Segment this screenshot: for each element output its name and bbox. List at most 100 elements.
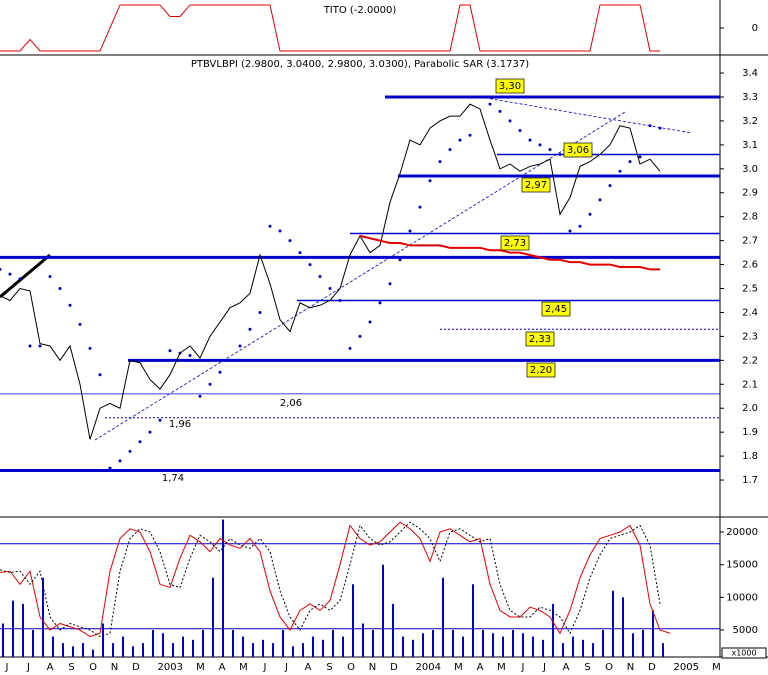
sar-dot: [298, 251, 302, 255]
x-tick-label: A: [477, 662, 484, 673]
sar-dot: [568, 229, 572, 233]
sar-dot: [498, 109, 502, 113]
y-tick-label: 5000: [733, 625, 758, 636]
volume-bar: [562, 643, 564, 657]
panel-title: TITO (-2.0000): [323, 5, 397, 16]
x-tick-label: J: [263, 662, 267, 673]
x-tick-label: N: [111, 662, 118, 673]
x-tick-label: A: [563, 662, 570, 673]
y-tick-label: 3.2: [742, 116, 758, 127]
x-tick-label: M: [239, 662, 248, 673]
sar-dot: [128, 449, 132, 453]
sar-dot: [78, 322, 82, 326]
sar-dot: [158, 418, 162, 422]
volume-bar: [662, 643, 664, 657]
sar-dot: [378, 301, 382, 305]
unit-box: [721, 647, 767, 659]
sar-dot: [528, 138, 532, 142]
volume-bar: [172, 643, 174, 657]
sar-dot: [138, 440, 142, 444]
volume-bar: [132, 646, 134, 657]
level-label: 1,74: [162, 473, 184, 484]
volume-bar: [372, 630, 374, 657]
sar-dot: [358, 334, 362, 338]
y-tick-label: 1.9: [742, 427, 758, 438]
sar-dot: [228, 358, 232, 362]
panel-title: PTBVLBPI (2.9800, 3.0400, 2.9800, 3.0300…: [191, 59, 529, 70]
volume-bar: [392, 603, 394, 657]
y-tick-label: 10000: [726, 592, 758, 603]
y-tick-label: 2.1: [742, 379, 758, 390]
volume-bar: [472, 584, 474, 657]
volume-bar: [242, 636, 244, 657]
sar-dot: [198, 394, 202, 398]
volume-bar: [62, 643, 64, 657]
level-label: 2,73: [504, 238, 526, 249]
x-tick-label: 2005: [674, 662, 699, 673]
volume-bar: [42, 577, 44, 657]
data-line: [0, 4, 660, 52]
level-label-box: [500, 235, 530, 251]
x-tick-label: J: [26, 662, 30, 673]
drawn-line: [0, 253, 51, 299]
x-tick-label: M: [196, 662, 205, 673]
y-tick-label: 20000: [726, 527, 758, 538]
x-tick-label: J: [5, 662, 9, 673]
y-tick-label: 2.3: [742, 331, 758, 342]
volume-bar: [252, 643, 254, 657]
volume-bar: [182, 636, 184, 657]
volume-bar: [312, 636, 314, 657]
volume-bar: [342, 636, 344, 657]
x-tick-label: M: [454, 662, 463, 673]
sar-dot: [68, 303, 72, 307]
sar-dot: [98, 373, 102, 377]
volume-bar: [512, 630, 514, 657]
sar-dot: [168, 349, 172, 353]
y-tick-label: 3.0: [742, 164, 758, 175]
sar-dot: [598, 198, 602, 202]
y-tick-label: 3.3: [742, 92, 758, 103]
volume-bar: [522, 633, 524, 657]
sar-dot: [538, 143, 542, 147]
sar-dot: [488, 102, 492, 106]
x-tick-label: N: [627, 662, 634, 673]
volume-bar: [412, 639, 414, 657]
volume-bar: [22, 603, 24, 657]
sar-dot: [338, 298, 342, 302]
volume-bar: [102, 623, 104, 657]
level-label: 2,20: [530, 365, 552, 376]
y-tick-label: 2.4: [742, 307, 758, 318]
volume-bar: [222, 519, 224, 657]
x-tick-label: 2003: [158, 662, 183, 673]
volume-bar: [632, 633, 634, 657]
x-tick-label: N: [369, 662, 376, 673]
volume-bar: [422, 633, 424, 657]
level-label-box: [495, 78, 525, 94]
volume-bar: [332, 630, 334, 657]
sar-dot: [248, 327, 252, 331]
sar-dot: [588, 212, 592, 216]
sar-dot: [368, 320, 372, 324]
level-label: 3,06: [567, 145, 589, 156]
volume-bar: [122, 636, 124, 657]
volume-bar: [552, 603, 554, 657]
level-label-box: [521, 177, 551, 193]
sar-dot: [558, 152, 562, 156]
volume-bar: [582, 639, 584, 657]
sar-dot: [0, 267, 2, 271]
level-label-box: [526, 362, 556, 378]
sar-dot: [188, 354, 192, 358]
volume-bar: [602, 630, 604, 657]
sar-dot: [578, 224, 582, 228]
volume-bar: [612, 590, 614, 657]
volume-bar: [112, 643, 114, 657]
x-tick-label: J: [521, 662, 525, 673]
sar-dot: [268, 224, 272, 228]
x-tick-label: S: [326, 662, 332, 673]
volume-bar: [462, 636, 464, 657]
sar-dot: [638, 155, 642, 159]
data-line: [0, 521, 671, 638]
sar-dot: [608, 184, 612, 188]
volume-bar: [432, 630, 434, 657]
